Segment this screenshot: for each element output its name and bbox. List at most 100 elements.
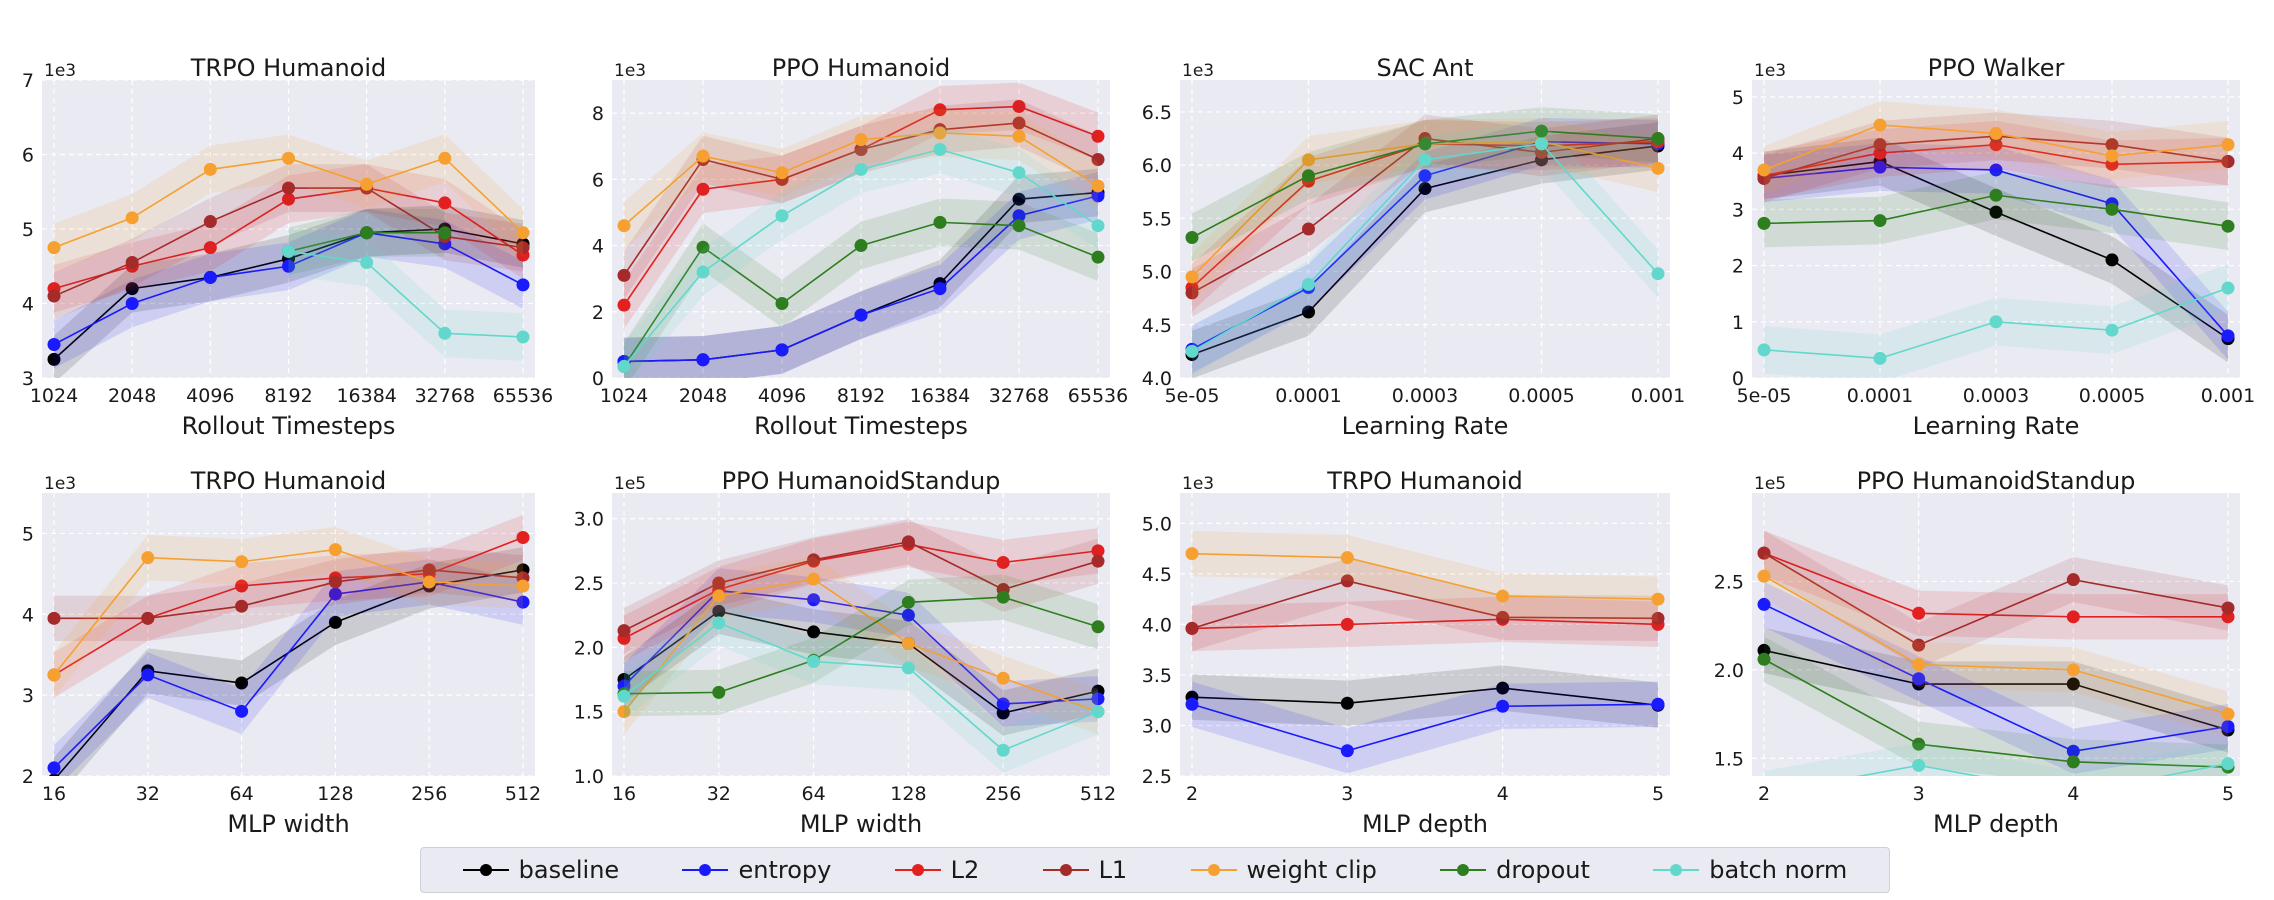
data-point-baseline (328, 615, 342, 629)
y-tick-label: 1.5 (574, 702, 604, 724)
chart-title: TRPO Humanoid (190, 54, 386, 82)
series-line-batch-norm (623, 622, 1099, 752)
x-tick-label: 16 (42, 783, 66, 805)
data-point-l1 (422, 563, 436, 577)
x-tick-label: 5 (1652, 783, 1664, 805)
y-tick-label: 5.0 (1142, 513, 1172, 535)
data-point-batch-norm (1091, 219, 1105, 233)
data-point-weight-clip (1989, 126, 2003, 140)
series-line-entropy (53, 581, 524, 769)
data-point-entropy (328, 587, 342, 601)
data-point-entropy (2221, 329, 2235, 343)
data-point-dropout (1012, 219, 1026, 233)
series-line-entropy (1191, 703, 1659, 752)
y-tick-label: 3 (22, 685, 34, 707)
data-point-l1 (2105, 138, 2119, 152)
data-point-l2 (696, 182, 710, 196)
data-point-entropy (1185, 697, 1199, 711)
data-point-dropout (2066, 755, 2080, 769)
data-point-l1 (1091, 554, 1105, 568)
data-point-batch-norm (1912, 758, 1926, 772)
data-point-l2 (933, 103, 947, 117)
legend-swatch-baseline (462, 860, 509, 880)
data-point-dropout (933, 215, 947, 229)
series-band-batch-norm (624, 125, 1098, 378)
x-tick-label: 5e-05 (1737, 385, 1792, 407)
data-point-batch-norm (807, 655, 821, 669)
y-tick-label: 2 (22, 766, 34, 788)
data-point-entropy (47, 761, 61, 775)
data-point-baseline (1302, 305, 1315, 319)
data-point-weight-clip (328, 543, 342, 557)
y-tick-label: 1 (1732, 312, 1744, 334)
data-point-entropy (696, 353, 710, 367)
data-point-dropout (438, 226, 452, 240)
data-point-batch-norm (2105, 323, 2119, 337)
y-tick-label: 5 (22, 523, 34, 545)
data-point-entropy (1091, 189, 1105, 203)
data-point-l1 (1496, 610, 1510, 624)
x-tick-label: 1024 (30, 385, 78, 407)
x-tick-label: 4096 (758, 385, 806, 407)
data-point-weight-clip (47, 241, 61, 255)
axis-multiplier: 1e3 (614, 61, 646, 81)
series-band-l1 (1192, 558, 1658, 652)
data-point-l1 (1912, 638, 1926, 652)
y-tick-label: 6 (592, 169, 604, 191)
data-point-batch-norm (712, 616, 726, 630)
x-tick-label: 512 (505, 783, 541, 805)
series-band-l1 (1764, 112, 2228, 203)
chart-title: TRPO Humanoid (1326, 467, 1522, 495)
legend-swatch-entropy (682, 860, 729, 880)
data-point-l2 (996, 555, 1010, 569)
series-group (1185, 531, 1665, 774)
panel-7: 2 3 4 5 2.5 3.0 3.5 4.0 4.5 5.0 1e3 TRPO Humanoid ML… (1142, 467, 1670, 838)
data-point-l1 (712, 576, 726, 590)
plot-area (42, 493, 535, 776)
y-tick-label: 4.5 (1142, 315, 1172, 337)
y-tick-label: 5 (1732, 87, 1744, 109)
series-band-l2 (54, 514, 523, 698)
series-line-l1 (623, 541, 1099, 632)
data-point-entropy (1340, 744, 1354, 758)
x-tick-label: 2 (1758, 783, 1770, 805)
x-tick-label: 0.001 (1631, 385, 1685, 407)
series-line-batch-norm (288, 250, 524, 338)
chart-title: PPO Walker (1928, 54, 2065, 82)
series-band-l2 (624, 521, 1098, 661)
data-point-batch-norm (775, 209, 789, 223)
series-line-weight-clip (623, 578, 1099, 713)
data-point-weight-clip (1340, 551, 1354, 565)
data-point-weight-clip (1496, 589, 1510, 603)
data-point-weight-clip (360, 177, 374, 191)
data-point-l2 (2066, 610, 2080, 624)
data-point-dropout (996, 590, 1010, 604)
data-point-entropy (807, 593, 821, 607)
series-line-weight-clip (1763, 575, 2229, 715)
data-point-l1 (1302, 222, 1315, 236)
y-tick-label: 2.5 (1142, 766, 1172, 788)
x-tick-label: 256 (985, 783, 1021, 805)
data-point-weight-clip (1912, 658, 1926, 672)
data-point-weight-clip (2066, 663, 2080, 677)
series-band-entropy (1192, 117, 1658, 374)
data-point-baseline (996, 706, 1010, 720)
data-point-l1 (1185, 286, 1199, 300)
x-axis-label: MLP depth (1933, 810, 2059, 838)
data-point-batch-norm (1989, 315, 2003, 329)
data-point-weight-clip (617, 705, 631, 719)
data-point-weight-clip (1185, 270, 1199, 284)
data-point-entropy (516, 278, 530, 292)
data-point-dropout (1989, 188, 2003, 202)
data-point-batch-norm (2221, 757, 2235, 771)
data-point-baseline (1418, 182, 1432, 196)
data-point-weight-clip (807, 572, 821, 586)
data-point-dropout (1873, 214, 1887, 228)
data-point-batch-norm (1091, 705, 1105, 719)
series-band-batch-norm (288, 227, 523, 361)
series-line-l2 (1191, 618, 1659, 630)
legend-label: weight clip (1246, 856, 1377, 884)
data-point-l1 (2066, 573, 2080, 587)
data-point-baseline (47, 352, 61, 366)
panel-6: 16 32 64 128 256 512 1.0 1.5 2.0 2.5 3.0 1e5 PPO Hum… (574, 467, 1116, 838)
